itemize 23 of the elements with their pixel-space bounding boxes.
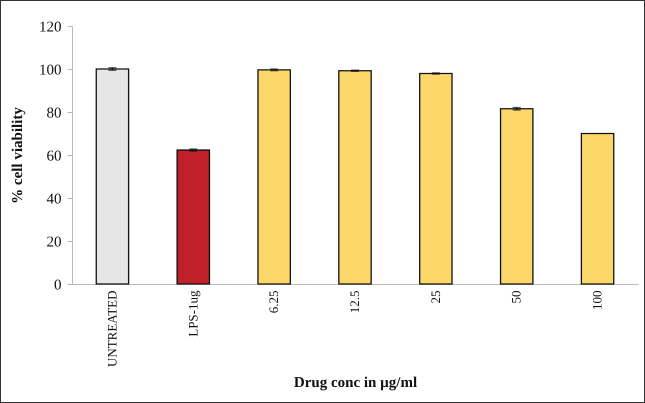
x-tick-label: 100 [590,290,605,310]
x-tick-label: UNTREATED [104,290,120,368]
bar [338,70,372,285]
bar [500,108,534,285]
x-tick-label: 6.25 [266,290,282,314]
y-tick-label: 100 [39,62,62,78]
x-tick-label: 12.5 [347,290,362,314]
bar [580,132,614,285]
y-tick-label: 20 [46,234,62,250]
y-tick-label: 60 [46,148,62,164]
y-tick-label: 120 [39,20,62,36]
x-axis-title: Drug conc in µg/ml [294,375,418,392]
bar [96,68,130,285]
y-tick-label: 80 [46,106,62,122]
x-tick-label: 25 [428,290,443,304]
x-tick-label: 50 [508,290,524,304]
bar [176,149,210,285]
bar [419,72,453,285]
y-tick-label: 40 [46,192,62,208]
bar [257,69,291,285]
x-tick-label: LPS-1ug [185,290,200,337]
y-axis-title: % cell viability [10,106,26,204]
y-tick-label: 0 [54,278,62,294]
